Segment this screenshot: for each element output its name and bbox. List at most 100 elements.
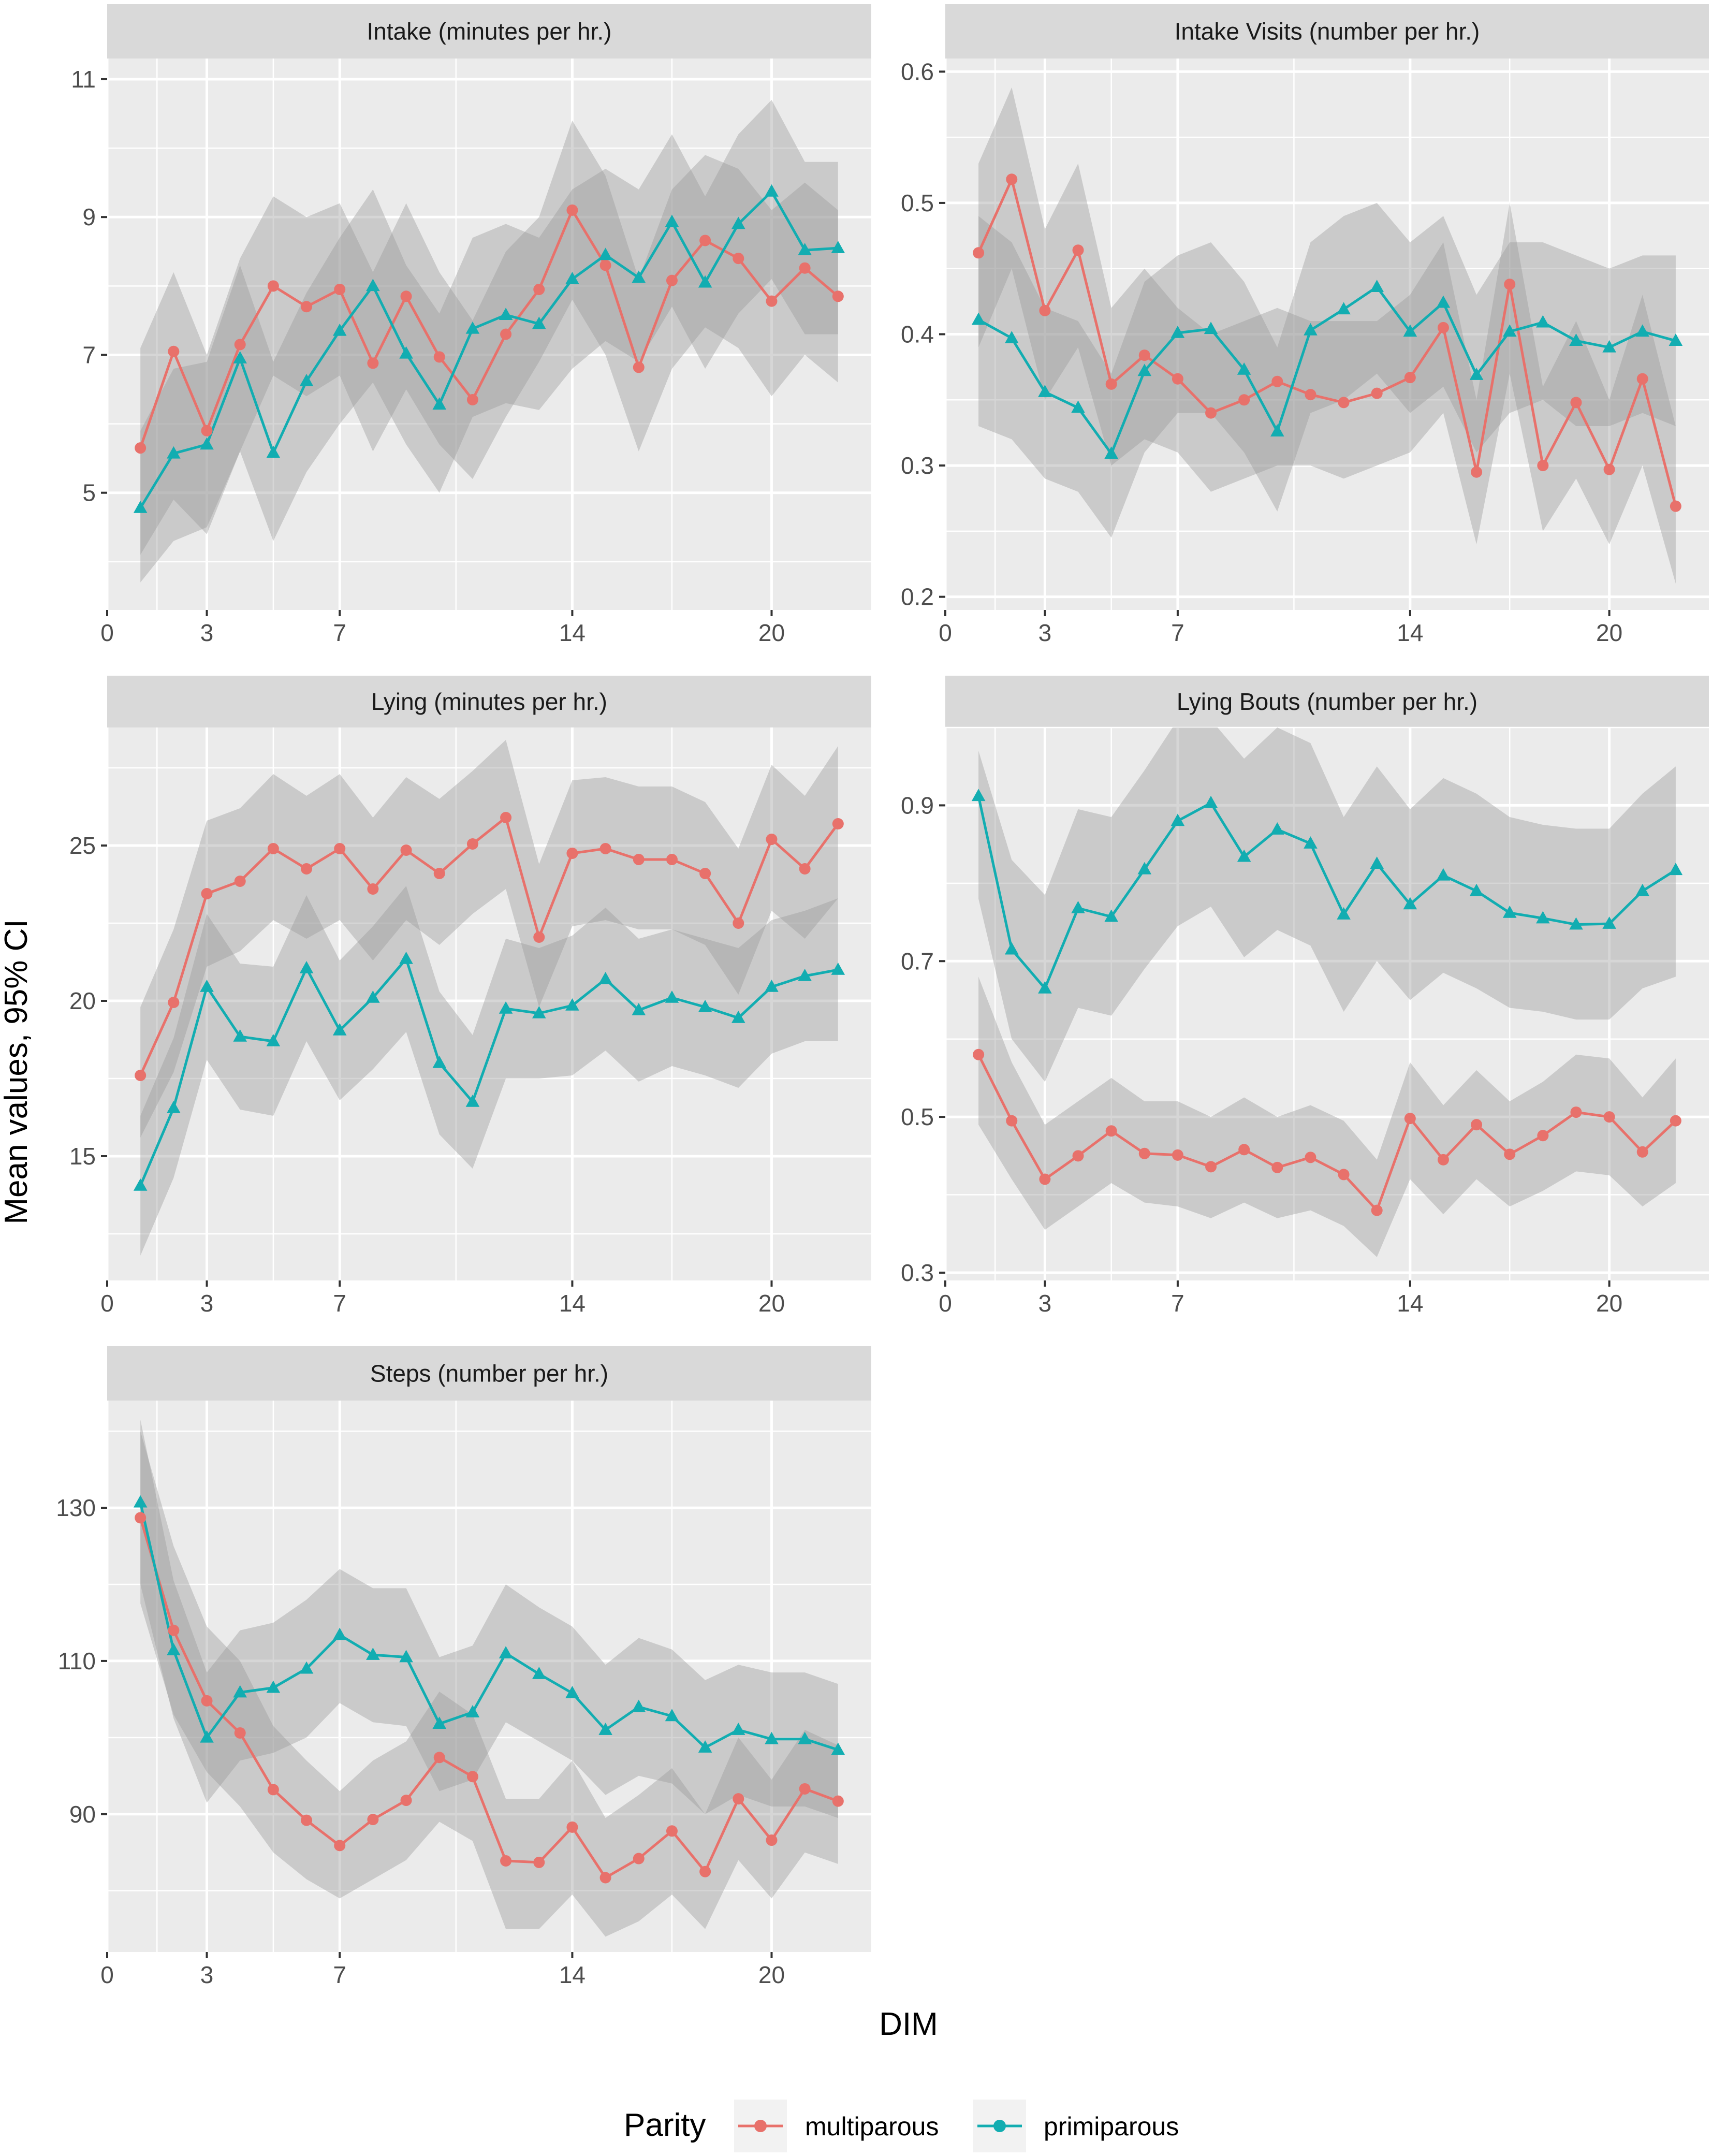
facet-title: Steps (number per hr.) [370,1360,608,1387]
data-point-multiparous [334,843,346,854]
data-point-multiparous [267,1784,279,1796]
data-point-primiparous [200,437,214,450]
y-tick-label: 0.5 [901,190,934,216]
data-point-primiparous [1270,822,1284,835]
data-point-primiparous [831,1742,845,1755]
data-point-primiparous [399,952,413,964]
data-point-multiparous [799,262,811,274]
data-point-multiparous [234,876,246,887]
data-point-multiparous [1437,1154,1449,1166]
data-point-multiparous [566,848,578,859]
data-point-multiparous [832,818,844,829]
data-point-primiparous [1536,911,1550,924]
y-tick-label: 110 [58,1648,96,1674]
data-point-multiparous [1636,1146,1648,1158]
data-point-primiparous [1270,424,1284,436]
x-tick-label: 0 [100,1290,114,1317]
data-point-primiparous [167,1643,181,1656]
facet-panel-5: Steps (number per hr.) 0 3 7 14 20 90 110 130 [56,1346,871,1988]
panel-background [107,59,871,610]
data-point-primiparous [1403,324,1417,337]
data-point-primiparous [632,270,646,283]
x-tick-label: 14 [1397,619,1423,646]
series-line-multiparous [139,816,839,1076]
data-point-primiparous [765,980,779,992]
facet-title: Intake Visits (number per hr.) [1175,18,1480,45]
data-point-primiparous [971,789,986,802]
x-tick-label: 20 [758,1290,785,1317]
data-point-multiparous [466,394,478,405]
ci-ribbon-multiparous [140,1431,838,1937]
data-point-multiparous [766,295,778,307]
data-point-multiparous [500,1855,512,1867]
data-point-primiparous [332,1627,347,1640]
data-point-multiparous [234,1727,246,1739]
ci-ribbon-multiparous [140,120,838,555]
data-point-primiparous [1502,324,1517,337]
data-point-primiparous [731,216,745,229]
data-point-multiparous [135,1512,147,1524]
data-point-multiparous [1105,1125,1117,1137]
facet-strip [945,4,1709,59]
data-point-primiparous [971,312,986,325]
data-point-primiparous [1669,863,1683,876]
x-tick-label: 3 [200,1961,214,1988]
data-point-primiparous [831,963,845,975]
data-point-primiparous [1104,446,1118,459]
data-point-multiparous [1006,1115,1018,1127]
series-line-multiparous [977,178,1677,507]
data-point-multiparous [799,1783,811,1795]
data-point-multiparous [832,290,844,302]
data-point-primiparous [1370,280,1384,293]
legend-title: Parity [624,2107,706,2143]
legend-label-multiparous: multiparous [805,2112,939,2141]
data-point-multiparous [433,868,445,879]
data-point-multiparous [400,844,412,856]
data-point-multiparous [168,997,180,1008]
data-point-multiparous [766,1834,778,1846]
data-point-primiparous [1370,856,1384,869]
data-point-multiparous [699,868,711,879]
y-tick-label: 90 [69,1801,96,1828]
data-point-primiparous [366,279,380,292]
data-point-primiparous [698,275,712,288]
data-point-multiparous [1138,349,1150,361]
x-tick-label: 7 [1171,619,1184,646]
data-point-primiparous [233,1685,247,1698]
data-point-primiparous [332,323,347,336]
data-point-multiparous [1271,375,1283,387]
x-tick-label: 0 [100,1961,114,1988]
x-tick-label: 7 [333,619,346,646]
data-point-primiparous [399,346,413,359]
data-point-multiparous [766,834,778,845]
data-point-primiparous [332,1023,347,1036]
data-point-multiparous [566,1821,578,1833]
data-point-primiparous [532,316,546,329]
data-point-multiparous [367,883,379,895]
data-point-primiparous [1038,981,1052,994]
facet-title: Intake (minutes per hr.) [367,18,612,45]
data-point-multiparous [1305,1152,1316,1163]
facet-title: Lying Bouts (number per hr.) [1177,688,1477,715]
y-tick-label: 7 [82,341,96,368]
data-point-multiparous [301,1814,313,1826]
data-point-multiparous [168,1624,180,1636]
data-point-multiparous [1338,397,1350,409]
data-point-primiparous [598,972,612,984]
data-point-multiparous [466,838,478,850]
data-point-multiparous [699,235,711,246]
data-point-primiparous [266,1680,281,1693]
data-point-multiparous [433,351,445,363]
data-point-multiparous [599,843,611,854]
data-point-multiparous [1570,1106,1582,1118]
data-point-multiparous [500,812,512,823]
data-point-multiparous [135,442,147,454]
data-point-multiparous [599,259,611,271]
y-tick-label: 0.3 [901,1259,934,1286]
data-point-multiparous [1670,500,1681,512]
data-point-multiparous [466,1771,478,1783]
data-point-multiparous [566,204,578,216]
data-point-multiparous [1437,322,1449,333]
facet-panel-1: Intake (minutes per hr.) 0 3 7 14 20 5 7 9 11 [71,4,871,646]
